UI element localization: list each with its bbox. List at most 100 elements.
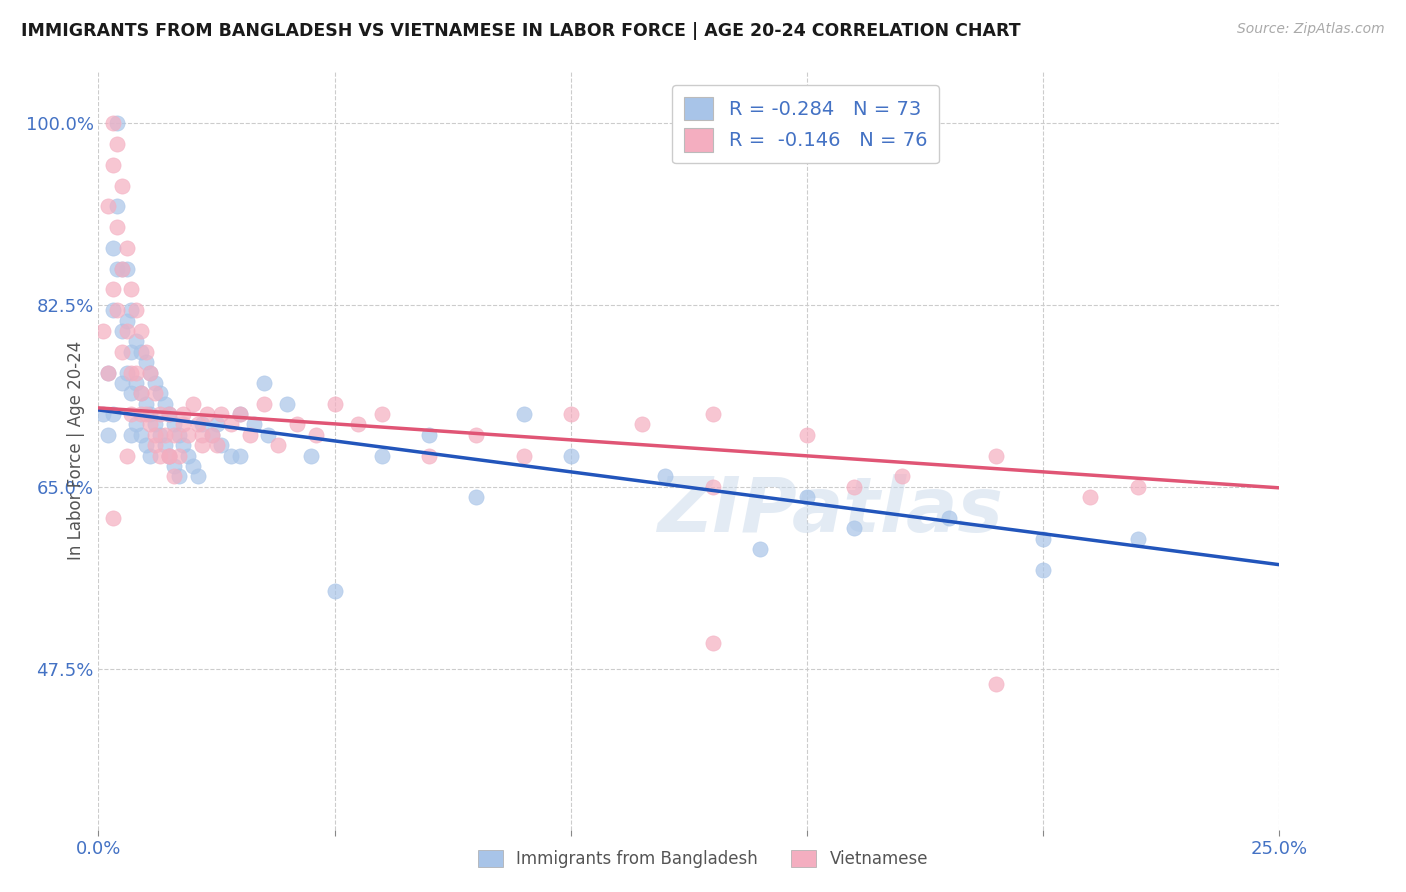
Point bbox=[115, 261, 138, 276]
Point bbox=[115, 324, 138, 338]
Point bbox=[163, 458, 186, 473]
Point bbox=[201, 428, 224, 442]
Point bbox=[257, 428, 280, 442]
Point bbox=[101, 303, 124, 318]
Point bbox=[97, 428, 120, 442]
Point bbox=[139, 407, 162, 421]
Point bbox=[191, 428, 214, 442]
Point bbox=[163, 417, 186, 432]
Point bbox=[125, 376, 148, 390]
Point bbox=[143, 428, 166, 442]
Point bbox=[135, 438, 157, 452]
Point bbox=[465, 428, 488, 442]
Point bbox=[323, 397, 346, 411]
Point bbox=[239, 428, 262, 442]
Point bbox=[157, 407, 180, 421]
Point bbox=[111, 261, 134, 276]
Point bbox=[105, 261, 128, 276]
Point bbox=[195, 407, 218, 421]
Point bbox=[101, 116, 124, 130]
Point bbox=[1080, 490, 1102, 504]
Point bbox=[129, 324, 152, 338]
Point bbox=[844, 521, 866, 535]
Legend: R = -0.284   N = 73, R =  -0.146   N = 76: R = -0.284 N = 73, R = -0.146 N = 76 bbox=[672, 85, 939, 163]
Point bbox=[167, 469, 190, 483]
Text: ZIPatlas: ZIPatlas bbox=[658, 475, 1004, 548]
Point bbox=[149, 407, 172, 421]
Point bbox=[125, 366, 148, 380]
Point bbox=[149, 386, 172, 401]
Point bbox=[305, 428, 328, 442]
Point bbox=[121, 428, 143, 442]
Point bbox=[153, 397, 176, 411]
Point bbox=[101, 511, 124, 525]
Point bbox=[111, 376, 134, 390]
Point bbox=[121, 407, 143, 421]
Point bbox=[796, 490, 818, 504]
Point bbox=[323, 583, 346, 598]
Point bbox=[139, 366, 162, 380]
Point bbox=[229, 449, 252, 463]
Point bbox=[157, 449, 180, 463]
Point bbox=[654, 469, 676, 483]
Point bbox=[177, 449, 200, 463]
Point bbox=[191, 438, 214, 452]
Point bbox=[796, 428, 818, 442]
Point bbox=[984, 449, 1007, 463]
Point bbox=[371, 449, 394, 463]
Point bbox=[111, 324, 134, 338]
Point bbox=[149, 428, 172, 442]
Point bbox=[125, 334, 148, 349]
Legend: Immigrants from Bangladesh, Vietnamese: Immigrants from Bangladesh, Vietnamese bbox=[471, 843, 935, 875]
Point bbox=[143, 386, 166, 401]
Point bbox=[115, 313, 138, 327]
Point bbox=[209, 438, 232, 452]
Point bbox=[101, 407, 124, 421]
Point bbox=[702, 480, 724, 494]
Point bbox=[748, 542, 770, 557]
Point bbox=[177, 428, 200, 442]
Point bbox=[143, 376, 166, 390]
Point bbox=[101, 158, 124, 172]
Point bbox=[890, 469, 912, 483]
Point bbox=[143, 438, 166, 452]
Point bbox=[201, 428, 224, 442]
Point bbox=[157, 449, 180, 463]
Point bbox=[115, 241, 138, 255]
Point bbox=[97, 366, 120, 380]
Point bbox=[844, 480, 866, 494]
Point bbox=[219, 417, 242, 432]
Point bbox=[143, 417, 166, 432]
Y-axis label: In Labor Force | Age 20-24: In Labor Force | Age 20-24 bbox=[66, 341, 84, 560]
Point bbox=[938, 511, 960, 525]
Point bbox=[101, 283, 124, 297]
Point bbox=[97, 199, 120, 213]
Point bbox=[111, 261, 134, 276]
Point bbox=[181, 397, 204, 411]
Point bbox=[115, 366, 138, 380]
Point bbox=[209, 407, 232, 421]
Point bbox=[512, 407, 534, 421]
Point bbox=[135, 355, 157, 369]
Point bbox=[219, 449, 242, 463]
Point bbox=[167, 449, 190, 463]
Point bbox=[121, 366, 143, 380]
Point bbox=[229, 407, 252, 421]
Point bbox=[1126, 532, 1149, 546]
Point bbox=[129, 344, 152, 359]
Point bbox=[121, 303, 143, 318]
Point bbox=[1032, 532, 1054, 546]
Point bbox=[418, 449, 440, 463]
Point bbox=[105, 199, 128, 213]
Point bbox=[172, 438, 194, 452]
Point bbox=[149, 449, 172, 463]
Point bbox=[187, 417, 209, 432]
Point bbox=[153, 438, 176, 452]
Point bbox=[135, 344, 157, 359]
Point bbox=[105, 116, 128, 130]
Point bbox=[243, 417, 266, 432]
Point bbox=[267, 438, 290, 452]
Point bbox=[111, 178, 134, 193]
Point bbox=[465, 490, 488, 504]
Point bbox=[253, 376, 276, 390]
